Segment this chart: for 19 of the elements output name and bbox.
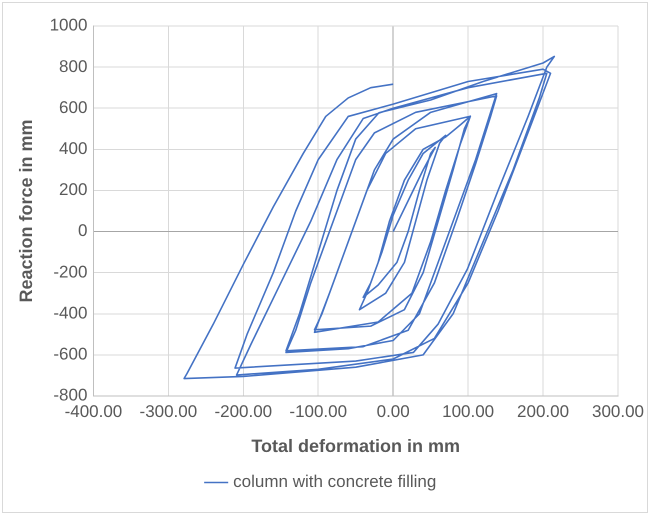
y-tick-label: 200	[59, 180, 88, 200]
y-tick-label: 600	[59, 98, 88, 117]
x-tick-label: 300.00	[592, 402, 644, 421]
y-axis-title: Reaction force in mm	[16, 119, 36, 303]
x-tick-label: -100.00	[289, 402, 348, 421]
x-tick-label: -200.00	[214, 402, 272, 421]
y-tick-label: -200	[53, 262, 88, 282]
x-axis-title: Total deformation in mm	[251, 436, 460, 456]
x-tick-label: 200.00	[517, 402, 570, 421]
y-tick-label: 1000	[50, 16, 88, 35]
x-tick-label: 0.00	[376, 402, 410, 421]
x-tick-label: 100.00	[442, 402, 494, 421]
y-tick-label: -600	[53, 344, 88, 364]
y-tick-label: 0	[78, 221, 88, 240]
y-tick-label: 400	[59, 139, 88, 158]
y-tick-label: 800	[59, 56, 88, 76]
x-tick-label: -300.00	[140, 402, 198, 421]
legend-label: column with concrete filling	[233, 472, 436, 492]
y-tick-label: -400	[53, 303, 88, 322]
